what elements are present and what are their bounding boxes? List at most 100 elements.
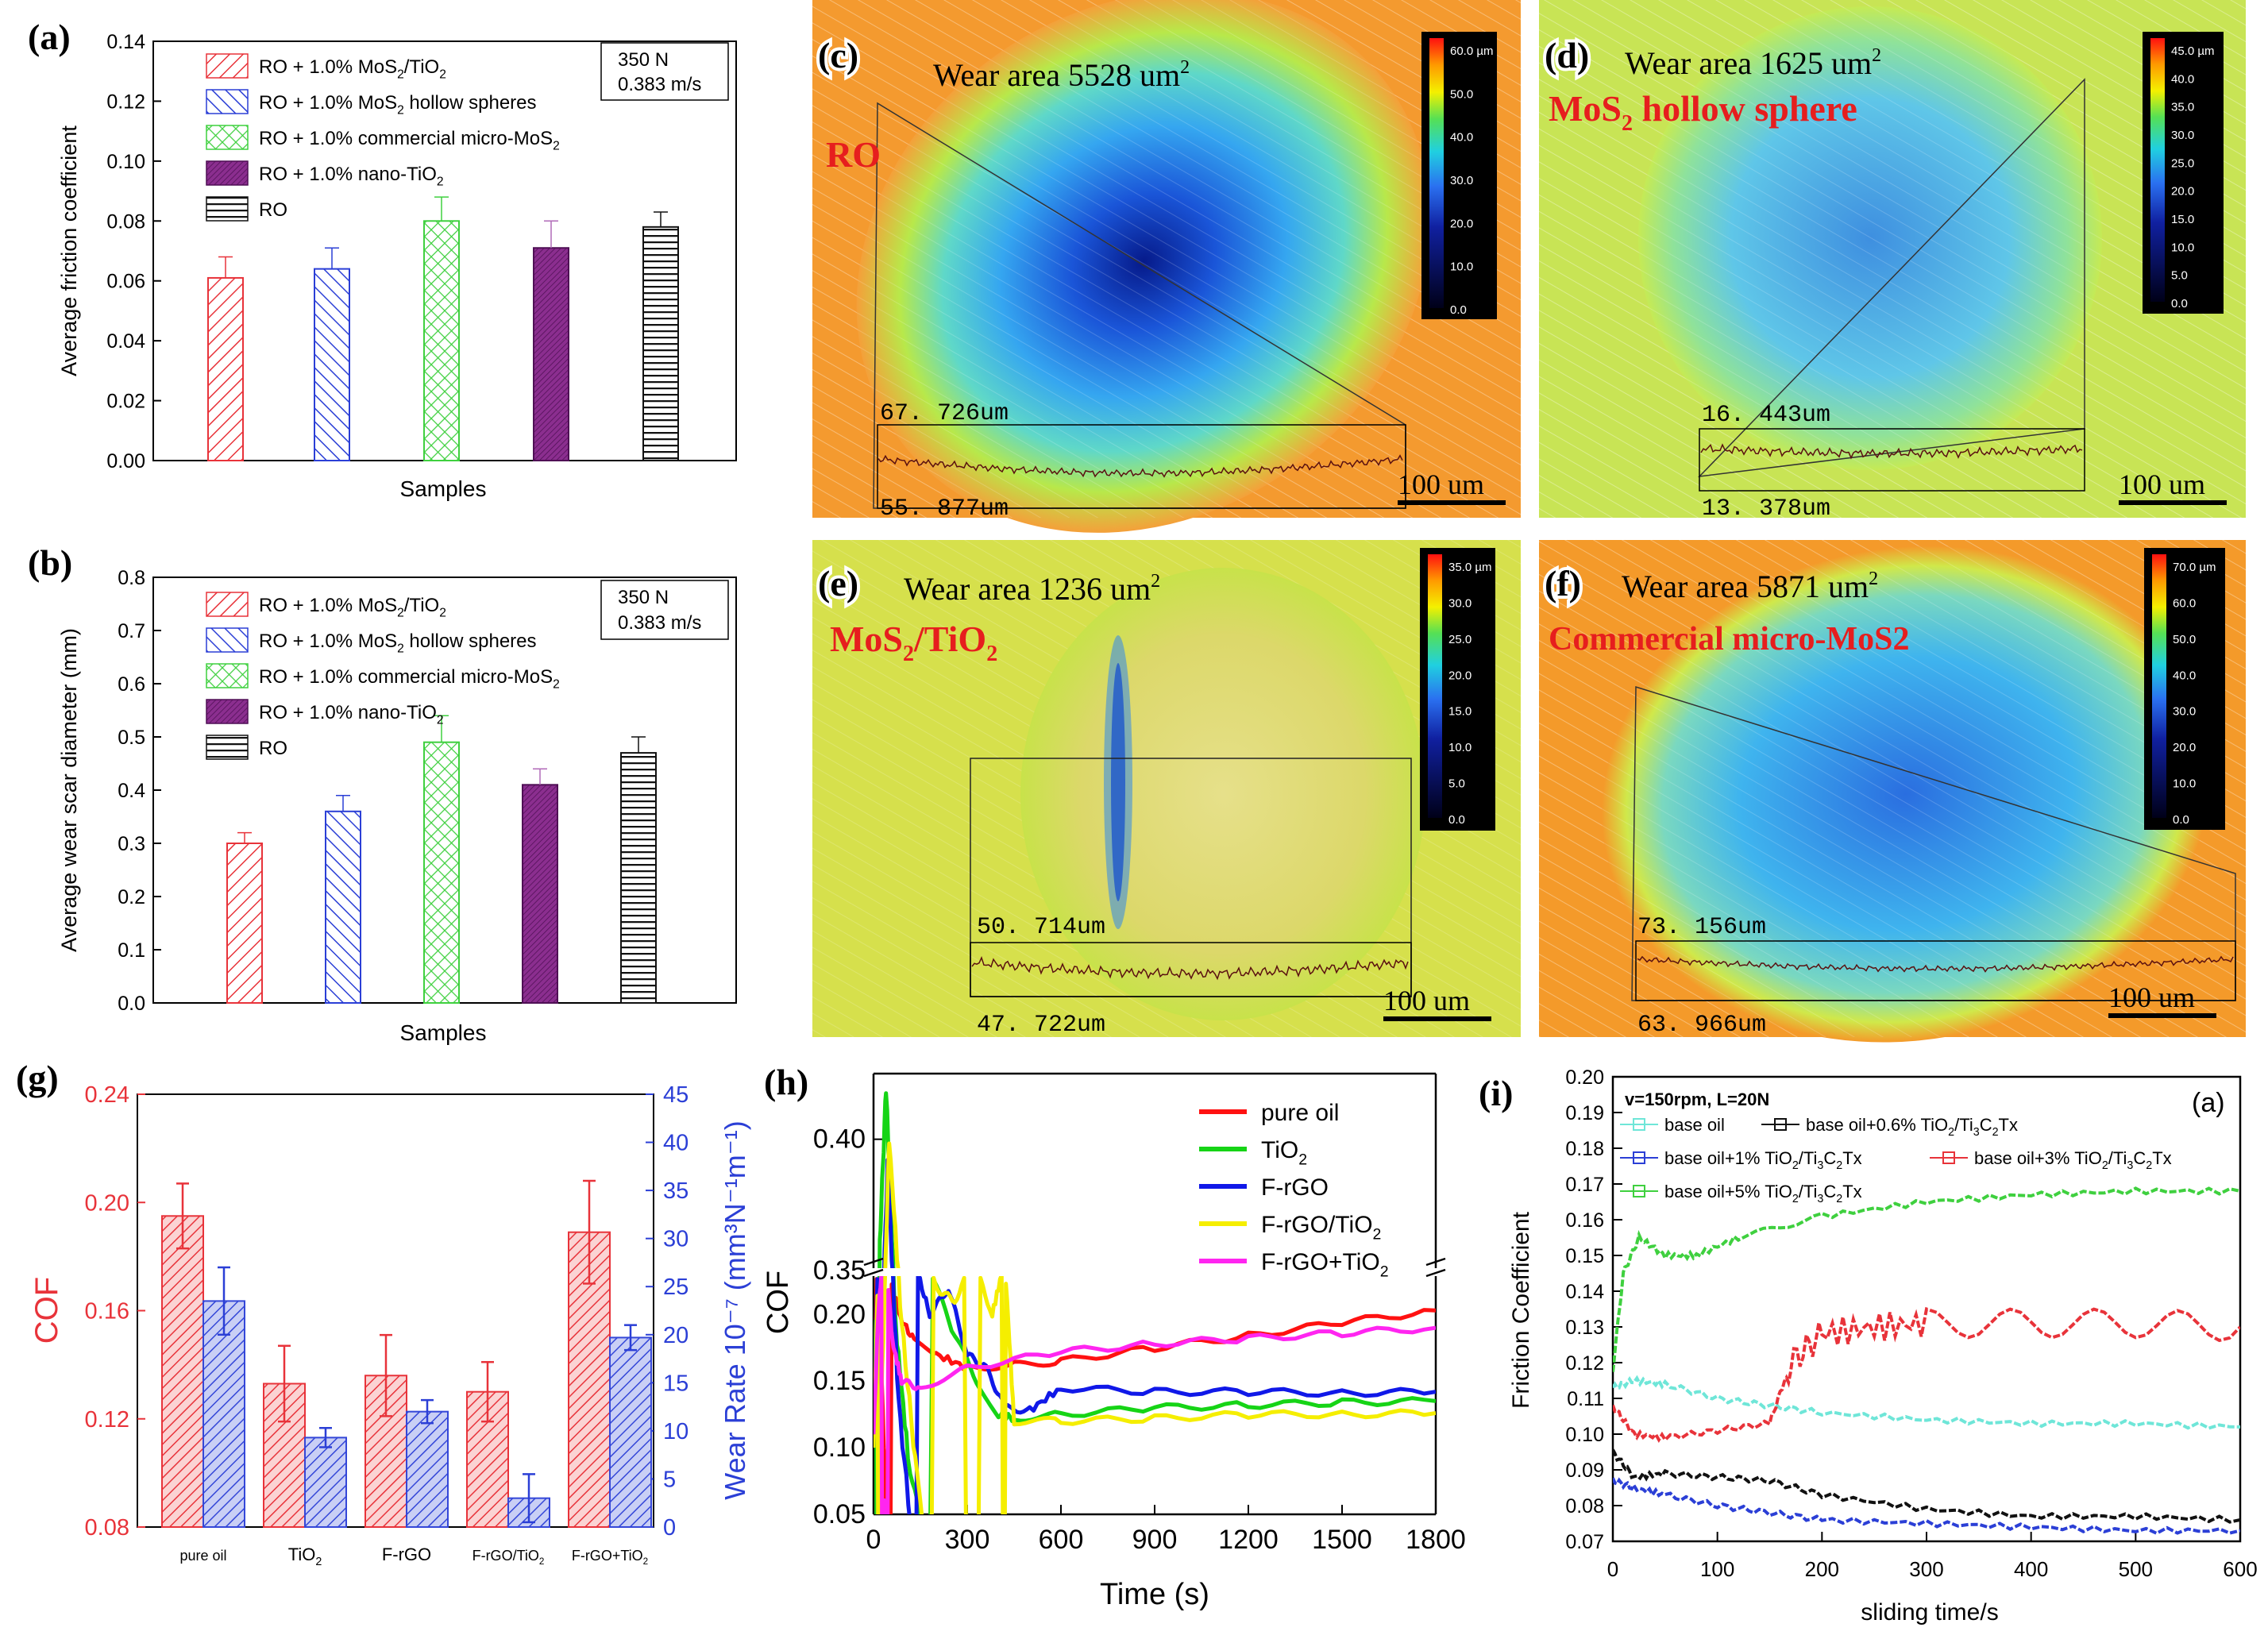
- scale-bar: [1383, 1016, 1491, 1021]
- profile-top-value: 50. 714um: [977, 914, 1105, 941]
- right-tick-label: 0: [663, 1515, 676, 1541]
- sample-label: Commercial micro-MoS2: [1549, 621, 1909, 658]
- color-scale-label: 35.0: [2171, 101, 2194, 114]
- left-tick-label: 0.20: [85, 1190, 129, 1216]
- left-axis-title: COF: [29, 1277, 64, 1344]
- panel-d-label: (d): [1545, 35, 1589, 75]
- legend: base oil base oil+0.6% TiO2/Ti3C2Tx base o…: [1620, 1115, 2172, 1205]
- sample-label: MoS2 hollow sphere: [1549, 88, 1857, 136]
- legend-marker: [1774, 1118, 1787, 1131]
- y-tick-label: 0.06: [106, 271, 145, 293]
- condition-load: 350 N: [618, 587, 669, 608]
- color-scale-label: 40.0: [2171, 72, 2194, 86]
- y-tick-label: 0.12: [106, 91, 145, 113]
- panel-d-wear-map: 45.0 µm 40.0 35.0 30.0 25.0 20.0 15.0 10.0 5.0 0.…: [1539, 0, 2246, 523]
- color-scale-ticks: 60.0 µm 50.0 40.0 30.0 20.0 10.0 0.0: [1450, 44, 1494, 317]
- panel-e-label: (e): [818, 563, 858, 604]
- right-tick-label: 45: [663, 1082, 688, 1108]
- y-tick-label: 0.16: [1565, 1209, 1604, 1232]
- right-tick-label: 5: [663, 1467, 676, 1492]
- legend-label: base oil+5% TiO2/Ti3C2Tx: [1664, 1182, 1862, 1205]
- wear-bar: [304, 1437, 347, 1529]
- legend-swatch: [206, 89, 249, 114]
- legend-label: F-rGO: [1261, 1174, 1329, 1201]
- wear-bar: [202, 1300, 245, 1529]
- panel-b: (b) 0.0 0.1 0.2 0.3 0.4 0.5 0.6 0.7 0.8 Average …: [28, 542, 737, 1045]
- bar: [533, 247, 569, 461]
- panel-f-wear-map: 70.0 µm 60.0 50.0 40.0 30.0 20.0 10.0 0.0 (f) W…: [1539, 540, 2246, 1043]
- category-label: F-rGO+TiO2: [572, 1548, 648, 1567]
- y-tick-label: 0.17: [1565, 1174, 1604, 1196]
- legend: RO + 1.0% MoS2/TiO2 RO + 1.0% MoS2 hollow…: [206, 53, 560, 222]
- bar: [423, 741, 460, 1004]
- profile-bottom-value: 55. 877um: [880, 496, 1009, 523]
- color-scale-label: 25.0: [2171, 156, 2194, 170]
- legend-swatch: [206, 196, 249, 222]
- category-label: pure oil: [179, 1548, 226, 1564]
- x-tick-label: 600: [2223, 1557, 2257, 1581]
- x-axis-title: sliding time/s: [1861, 1599, 1998, 1626]
- legend: pure oil TiO2 F-rGO F-rGO/TiO2 F-rGO+TiO2: [1199, 1100, 1389, 1280]
- legend-swatch: [206, 592, 249, 617]
- panel-c-wear-map: 60.0 µm 50.0 40.0 30.0 20.0 10.0 0.0 (c) Wear …: [812, 0, 1521, 533]
- legend-marker: [1942, 1151, 1955, 1164]
- series-line: [874, 1273, 1436, 1514]
- category-label: F-rGO/TiO2: [472, 1548, 545, 1567]
- category-label: TiO2: [288, 1545, 322, 1568]
- legend-label: pure oil: [1261, 1100, 1339, 1126]
- color-scale-label: 60.0 µm: [1450, 44, 1494, 58]
- x-tick-label: 1500: [1312, 1525, 1372, 1555]
- y-tick-label: 0.15: [1565, 1245, 1604, 1267]
- bar: [642, 226, 679, 461]
- chart-tag: (a): [2192, 1088, 2225, 1118]
- legend-swatch: [206, 53, 249, 79]
- left-tick-label: 0.08: [85, 1515, 129, 1541]
- axis-ticks: 0 100 200 300 400 500 600 0.07 0.08 0.09 0.10 0.11 0…: [1565, 1066, 2257, 1581]
- y-tick-label: 0.5: [118, 727, 145, 749]
- legend-marker: [1633, 1151, 1645, 1164]
- bar: [325, 810, 361, 1004]
- color-scale-label: 45.0 µm: [2171, 44, 2215, 58]
- legend-label: RO: [259, 199, 287, 221]
- y-tick-label: 0.07: [1565, 1531, 1604, 1553]
- cof-bar: [263, 1383, 306, 1528]
- bars: [161, 1179, 652, 1529]
- test-condition: v=150rpm, L=20N: [1625, 1089, 1769, 1109]
- scale-bar-label: 100 um: [1398, 469, 1484, 500]
- legend-label: base oil+1% TiO2/Ti3C2Tx: [1664, 1148, 1862, 1172]
- panel-h: (h) 0 300 600 900 1200 1500 1800 0.05 0.10 0.15 0.…: [762, 1062, 1466, 1611]
- color-scale-label: 0.0: [1448, 813, 1465, 827]
- left-tick-label: 0.24: [85, 1082, 129, 1108]
- series-line: [1613, 1448, 2240, 1524]
- y-axis-title: Friction Coefficient: [1508, 1211, 1534, 1409]
- profile-top-value: 67. 726um: [880, 400, 1009, 427]
- color-scale-ticks: 70.0 µm 60.0 50.0 40.0 30.0 20.0 10.0 0.0: [2173, 561, 2216, 827]
- series-line: [1613, 1477, 2240, 1536]
- bar: [423, 220, 460, 461]
- legend-label: RO + 1.0% MoS2/TiO2: [259, 595, 446, 620]
- panel-i: (i) 0 100 200 300 400 500 6000.070.080.090.100…: [1479, 1066, 2258, 1626]
- scale-bar: [2108, 1013, 2216, 1018]
- series-line: [1613, 1306, 2240, 1444]
- right-tick-label: 35: [663, 1178, 688, 1204]
- x-axis-title: Time (s): [1100, 1578, 1209, 1611]
- y-tick-label: 0.05: [813, 1499, 866, 1529]
- series-line: [1613, 1186, 2240, 1372]
- legend-label: TiO2: [1261, 1137, 1307, 1168]
- y-tick-label: 0.18: [1565, 1138, 1604, 1160]
- x-tick-label: 100: [1700, 1557, 1734, 1581]
- color-scale-label: 15.0: [1448, 705, 1472, 719]
- panel-a-label: (a): [28, 17, 71, 57]
- color-scale-label: 25.0: [1448, 633, 1472, 646]
- series-lines: [1613, 1186, 2240, 1536]
- y-axis-title: Average friction coefficient: [57, 125, 81, 376]
- legend-label: base oil: [1664, 1115, 1725, 1135]
- color-scale-label: 20.0: [2171, 185, 2194, 199]
- x-tick-label: 1200: [1218, 1525, 1279, 1555]
- legend-label: F-rGO/TiO2: [1261, 1212, 1381, 1243]
- series-lines: [874, 1091, 1436, 1514]
- right-tick-label: 10: [663, 1419, 688, 1444]
- legend-label: RO + 1.0% nano-TiO2: [259, 164, 444, 189]
- wear-area-text: Wear area 1236 um2: [904, 571, 1160, 607]
